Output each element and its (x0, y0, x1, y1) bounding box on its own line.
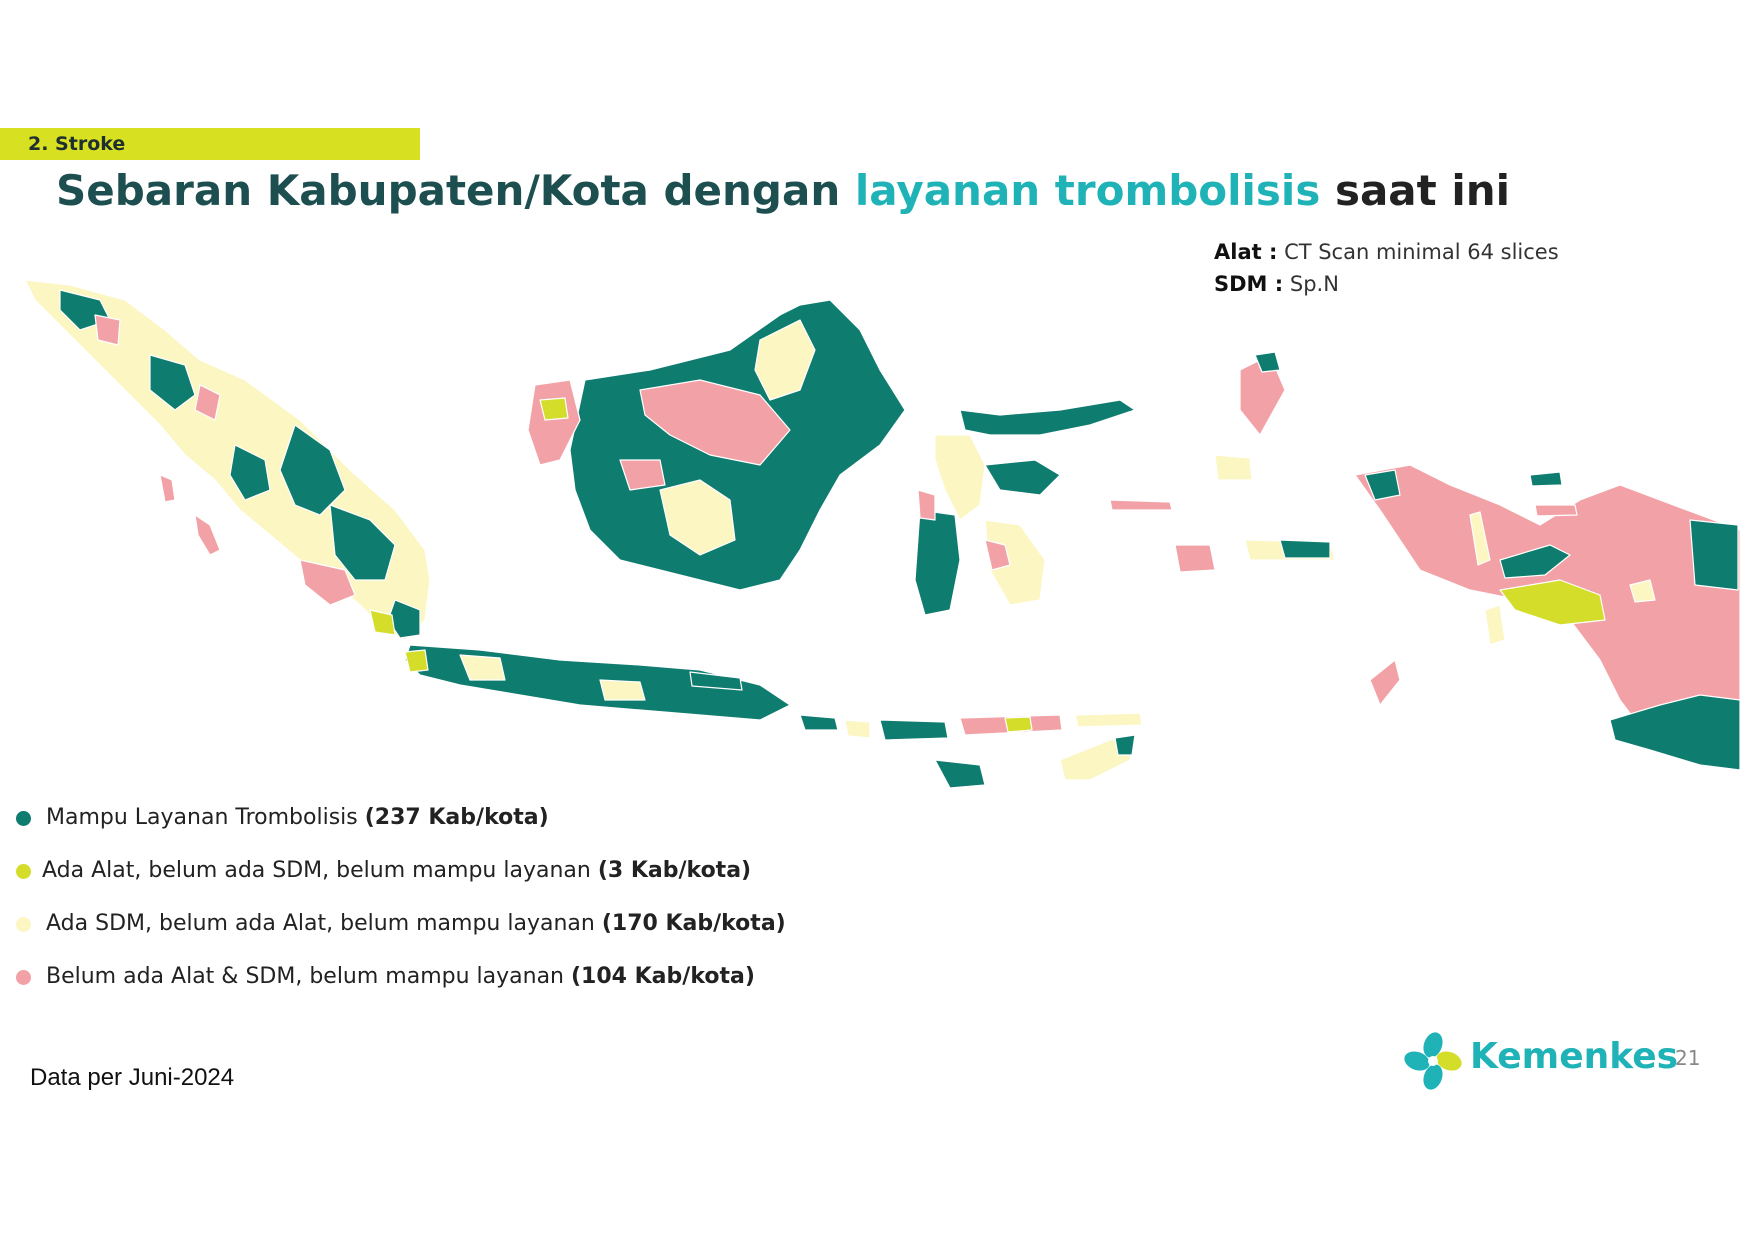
region-sumatra-teal-3 (149, 354, 196, 411)
region-sulawesi-central (934, 434, 986, 521)
kemenkes-logo-icon (1404, 1032, 1462, 1090)
kemenkes-logo: Kemenkes (1402, 1030, 1678, 1090)
title-part-1: Sebaran Kabupaten/Kota dengan (56, 166, 841, 215)
region-sulawesi-southeast (984, 519, 1046, 606)
brand-name: Kemenkes (1470, 1036, 1679, 1077)
region-papua-teal-north (1499, 544, 1571, 579)
legend-count: (104 Kab/kota) (571, 964, 755, 989)
region-sumba (934, 759, 986, 789)
region-java-cream-1 (459, 654, 506, 681)
section-tag: 2. Stroke (0, 128, 420, 160)
legend-label: Belum ada Alat & SDM, belum mampu layana… (46, 964, 564, 989)
region-sumatra-teal-1 (279, 424, 346, 516)
title-part-3: saat ini (1334, 166, 1511, 215)
region-sulawesi-east (984, 459, 1061, 496)
region-sumatra-pink-3 (94, 314, 121, 346)
legend-dot-lime (16, 864, 31, 879)
island-madura (689, 671, 743, 691)
spec-alat-value: CT Scan minimal 64 slices (1284, 240, 1559, 264)
region-papua-cream-2 (1629, 579, 1656, 603)
indonesia-map (24, 279, 1741, 789)
region-buru (1174, 544, 1216, 573)
spec-sdm: SDM : Sp.N (1214, 272, 1339, 296)
region-papua-cream (1469, 511, 1491, 566)
region-papua-lime (1499, 579, 1606, 626)
region-tanimbar (1369, 659, 1401, 706)
legend-dot-cream (16, 917, 31, 932)
legend-count: (170 Kab/kota) (601, 911, 786, 936)
region-sumbawa (879, 719, 949, 741)
region-morotai-cream (1214, 454, 1253, 481)
data-date-footnote: Data per Juni-2024 (30, 1064, 235, 1091)
page-number: 21 (1675, 1046, 1701, 1070)
region-papua-teal-east (1689, 519, 1739, 591)
legend-dot-teal (16, 811, 31, 826)
legend-label: Mampu Layanan Trombolisis (46, 805, 358, 830)
region-kalimantan-pink-2 (619, 459, 666, 491)
region-lombok (844, 719, 871, 739)
legend-label: Ada Alat, belum ada SDM, belum mampu lay… (42, 858, 591, 883)
region-kalimantan-cream-2 (659, 479, 736, 556)
spec-alat: Alat : CT Scan minimal 64 slices (1214, 240, 1559, 264)
region-sumatra-teal-2 (329, 504, 396, 581)
region-sumatra (24, 279, 431, 641)
island-nias (159, 474, 176, 503)
title-part-2: layanan trombolisis (854, 166, 1321, 215)
legend-label: Ada SDM, belum ada Alat, belum mampu lay… (46, 911, 595, 936)
region-kalimantan-lime (539, 397, 569, 421)
legend-dot-pink (16, 970, 31, 985)
region-sumatra-teal-4 (229, 444, 271, 501)
region-kalimantan-pink-1 (639, 379, 791, 466)
region-sumatra-lime (369, 609, 396, 636)
island-mentawai (194, 514, 221, 556)
page-title: Sebaran Kabupaten/Kota dengan layanan tr… (56, 166, 1510, 215)
legend-count: (3 Kab/kota) (597, 858, 752, 883)
spec-sdm-value: Sp.N (1289, 272, 1339, 296)
region-timor-teal (1114, 734, 1136, 756)
legend-count: (237 Kab/kota) (364, 805, 549, 830)
region-java-cream-2 (599, 679, 646, 701)
region-sulawesi-pink (984, 539, 1011, 571)
region-alor (1074, 712, 1143, 728)
region-bali (799, 714, 839, 731)
region-sumatra-pink-1 (299, 559, 356, 606)
region-sumatra-pink-2 (194, 384, 221, 421)
region-kalimantan-cream-1 (754, 319, 816, 401)
region-sulawesi-north (959, 399, 1136, 436)
region-kei-aru (1484, 604, 1506, 646)
region-sulawesi-pink-west (917, 489, 936, 521)
region-seram-teal (1279, 539, 1331, 559)
island-yapen (1534, 504, 1578, 517)
region-halmahera-teal (1254, 351, 1281, 373)
region-java-lime (404, 649, 429, 673)
region-papua-teal-bird (1364, 469, 1401, 501)
region-papua-teal-south (1609, 694, 1741, 771)
spec-sdm-label: SDM : (1214, 272, 1284, 296)
section-label: 2. Stroke (28, 133, 126, 155)
region-sulawesi-south (914, 509, 961, 616)
region-flores-lime (1004, 716, 1033, 733)
region-sula (1109, 499, 1173, 511)
spec-alat-label: Alat : (1214, 240, 1278, 264)
island-biak (1529, 471, 1563, 487)
